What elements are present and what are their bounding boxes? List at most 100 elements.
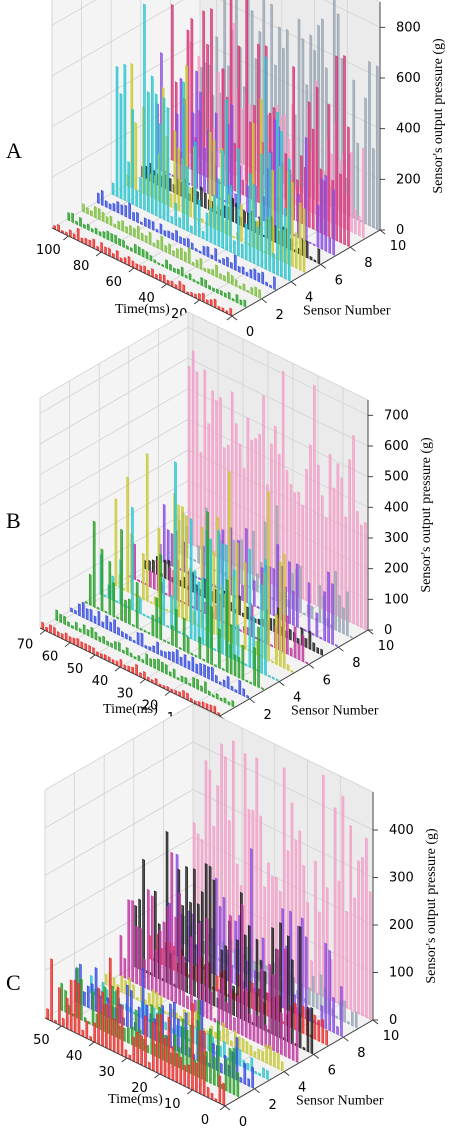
bar [233, 142, 237, 192]
bar [200, 217, 204, 224]
bar [235, 293, 239, 304]
bar [202, 245, 206, 256]
bar [101, 621, 105, 629]
bar [69, 979, 73, 1032]
panel-label: B [6, 508, 21, 533]
y-tick-label: 6 [328, 1063, 336, 1078]
bar [350, 151, 353, 233]
bar [212, 879, 216, 1007]
z-axis-title: Sensor's output pressure (g) [431, 38, 446, 194]
bar [253, 1050, 257, 1059]
bar [255, 938, 259, 1028]
bar [179, 235, 182, 245]
bar [76, 227, 80, 242]
bar [126, 245, 129, 251]
bar [123, 957, 127, 979]
bar [143, 998, 147, 1005]
bar [310, 1007, 314, 1055]
bar [304, 136, 308, 243]
bar [148, 231, 152, 246]
bar [49, 624, 52, 634]
bar [71, 212, 74, 224]
bar [316, 204, 320, 249]
bar [271, 169, 275, 258]
bar [151, 614, 155, 637]
y-tick-label: 8 [364, 256, 372, 271]
bar [189, 517, 193, 640]
y-tick-mark [278, 681, 285, 686]
bar [110, 232, 114, 243]
bar [207, 268, 211, 275]
bar [71, 624, 74, 630]
bar [161, 263, 164, 268]
bar [135, 263, 139, 270]
bar [197, 701, 201, 707]
bar [241, 179, 245, 196]
chart-panel-b: 0102030405060700246810010020030040050060… [6, 311, 434, 740]
bar [211, 390, 215, 556]
bar [178, 216, 182, 229]
z-tick-label: 0 [389, 1013, 397, 1028]
bar [158, 123, 162, 219]
bar [187, 237, 190, 249]
bar [198, 577, 201, 581]
bar [310, 605, 314, 620]
bar [290, 669, 294, 674]
bar [249, 1044, 253, 1057]
z-tick-label: 400 [384, 500, 409, 515]
y-tick-mark [224, 1105, 231, 1111]
y-tick-label: 0 [239, 1115, 247, 1130]
bar [332, 996, 335, 1034]
bar [288, 561, 291, 625]
bar [101, 990, 104, 1047]
bar [363, 521, 367, 631]
bar [147, 676, 150, 682]
bar [308, 241, 312, 245]
bar [322, 774, 325, 998]
bar [199, 662, 203, 676]
bar [113, 618, 116, 634]
bar [174, 689, 178, 695]
z-tick-label: 500 [384, 470, 409, 485]
bar [285, 615, 289, 655]
bar [154, 949, 158, 995]
bar [149, 657, 152, 668]
bar [80, 237, 84, 243]
bar [131, 506, 134, 611]
z-tick-label: 0 [384, 623, 392, 638]
bar [162, 684, 166, 689]
bar [278, 560, 282, 668]
bar [65, 231, 68, 236]
y-tick-label: 10 [390, 239, 407, 254]
x-tick-mark [89, 654, 96, 660]
x-tick-mark [226, 315, 233, 321]
bar [127, 161, 131, 204]
bar [280, 1060, 284, 1072]
bar [220, 289, 223, 296]
series-sensor-0 [46, 957, 226, 1106]
bar [289, 628, 292, 641]
bar [272, 676, 275, 680]
bar [321, 1018, 325, 1044]
bar [125, 646, 129, 656]
bar [128, 1054, 132, 1060]
bar [172, 249, 175, 257]
bar [292, 590, 295, 627]
bar [79, 978, 83, 1021]
bar [85, 607, 89, 621]
bar [295, 563, 299, 629]
bar [307, 986, 311, 1006]
series-sensor-1 [55, 609, 235, 708]
bar [128, 598, 131, 626]
y-tick-label: 4 [293, 691, 301, 706]
bar [97, 987, 100, 1045]
bar [60, 982, 64, 1012]
bar [264, 558, 267, 676]
bar [221, 543, 224, 655]
x-tick-mark [128, 267, 135, 273]
bar [304, 637, 308, 649]
bar [76, 637, 80, 647]
bar [191, 349, 195, 547]
bar [209, 704, 213, 712]
bar [179, 77, 183, 182]
